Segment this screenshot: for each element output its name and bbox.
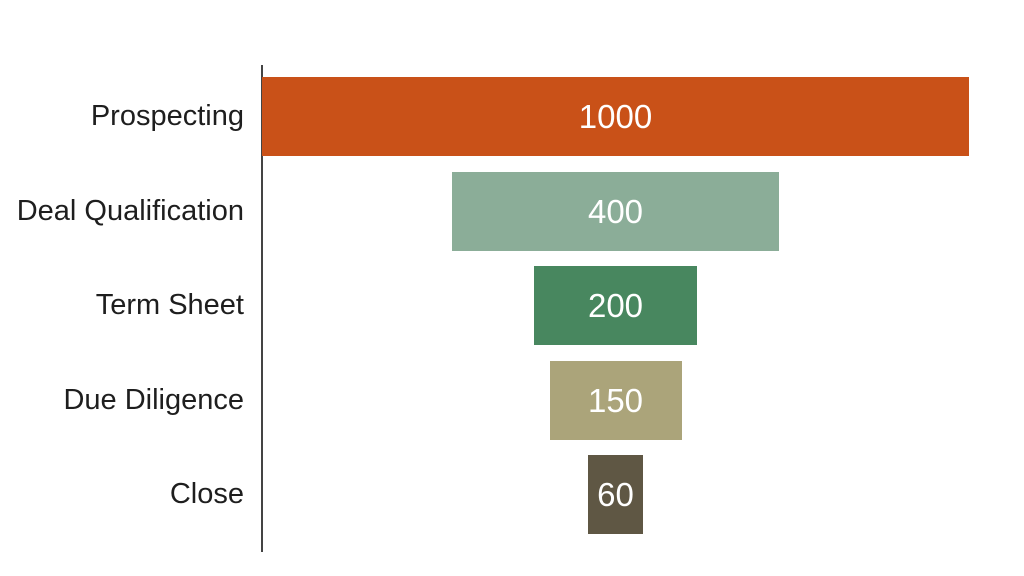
bar-value-label: 400 [587,192,644,230]
funnel-bar: 150 [549,360,682,440]
funnel-bar: 60 [588,455,643,534]
funnel-bar: 1000 [262,77,969,156]
stage-label: Prospecting [90,100,244,132]
funnel-bar: 400 [452,171,779,251]
funnel-bar: 200 [534,266,697,345]
stage-label: Deal Qualification [16,194,244,227]
stage-label: Close [169,478,244,510]
stage-label: Due Diligence [63,383,244,416]
bar-value-label: 60 [597,476,634,513]
bar-value-label: 150 [587,381,644,419]
stage-label: Term Sheet [95,289,244,321]
bar-value-label: 200 [587,287,644,324]
bar-value-label: 1000 [578,98,653,135]
y-axis-line [261,65,263,552]
